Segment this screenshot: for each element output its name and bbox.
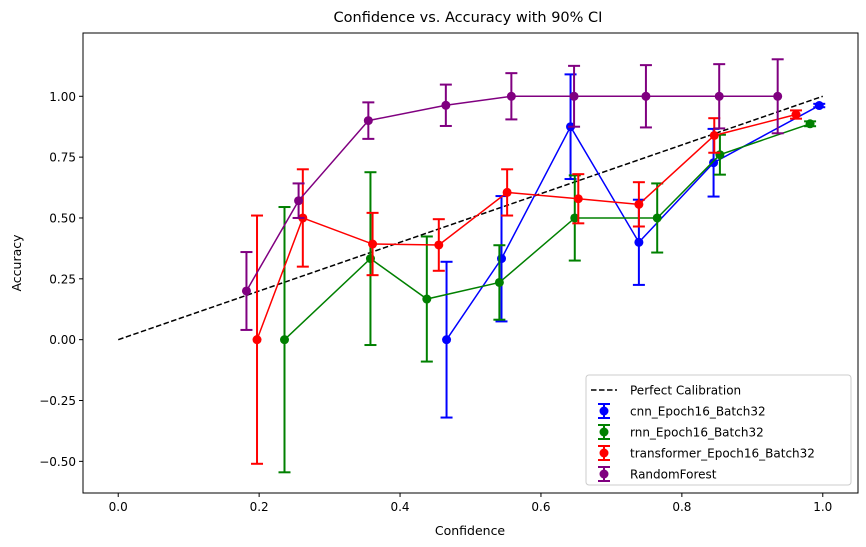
- data-point: [652, 213, 662, 223]
- y-tick-label: −0.50: [39, 455, 76, 469]
- data-point: [805, 119, 815, 129]
- data-point: [715, 150, 725, 160]
- legend-label: transformer_Epoch16_Batch32: [630, 447, 815, 461]
- data-point: [570, 213, 580, 223]
- x-tick-label: 0.8: [672, 500, 691, 514]
- data-point: [634, 237, 644, 247]
- y-tick-label: 0.50: [49, 211, 76, 225]
- legend-marker: [599, 406, 609, 416]
- data-point: [365, 254, 375, 264]
- data-point: [569, 91, 579, 101]
- data-point: [502, 187, 512, 197]
- x-tick-label: 0.0: [109, 500, 128, 514]
- x-axis-label: Confidence: [435, 523, 506, 538]
- legend-marker: [599, 469, 609, 479]
- series-4: [240, 58, 784, 331]
- data-point: [363, 116, 373, 126]
- chart-title: Confidence vs. Accuracy with 90% CI: [334, 10, 603, 26]
- data-point: [442, 335, 452, 345]
- x-axis: 0.0 0.2 0.4 0.6 0.8 1.0: [109, 493, 832, 514]
- data-point: [573, 194, 583, 204]
- data-point: [641, 91, 651, 101]
- data-point: [441, 100, 451, 110]
- series-2: [278, 119, 817, 474]
- data-point: [368, 239, 378, 249]
- legend-handle-series-1: [598, 403, 610, 419]
- series-1: [440, 73, 826, 419]
- legend: Perfect Calibration cnn_Epoch16_Batch32rn…: [585, 374, 852, 486]
- y-tick-label: 0.00: [49, 333, 76, 347]
- data-point: [814, 101, 824, 111]
- data-point: [497, 254, 506, 264]
- data-point: [709, 130, 719, 140]
- data-point: [252, 335, 262, 345]
- data-point: [422, 294, 432, 304]
- legend-marker: [599, 448, 609, 458]
- y-axis-label: Accuracy: [9, 234, 24, 292]
- y-tick-label: 0.25: [49, 272, 76, 286]
- legend-handle-series-2: [598, 424, 610, 440]
- data-point: [714, 91, 724, 101]
- legend-label: Perfect Calibration: [630, 384, 741, 398]
- plot-area: [117, 58, 826, 474]
- data-point: [506, 91, 516, 101]
- plot-frame: [82, 32, 859, 494]
- x-tick-label: 0.6: [531, 500, 550, 514]
- data-point: [791, 110, 801, 120]
- legend-handle-series-3: [598, 445, 610, 461]
- x-tick-label: 1.0: [813, 500, 832, 514]
- series-line: [445, 104, 820, 341]
- data-point: [634, 199, 644, 209]
- legend-label: RandomForest: [630, 468, 717, 482]
- data-point: [494, 277, 504, 287]
- data-point: [280, 335, 289, 345]
- data-point: [241, 286, 251, 296]
- legend-marker: [599, 427, 609, 437]
- y-tick-label: 0.75: [49, 151, 76, 165]
- y-axis: −0.50 −0.25 0.00 0.25 0.50 0.75 1.00: [39, 90, 83, 469]
- legend-handle-series-4: [598, 466, 610, 482]
- data-point: [709, 158, 719, 168]
- y-tick-label: −0.25: [39, 394, 76, 408]
- series-line: [245, 95, 778, 292]
- series-line: [283, 123, 811, 341]
- data-point: [294, 196, 304, 206]
- perfect-calibration-line: [117, 95, 824, 341]
- legend-label: rnn_Epoch16_Batch32: [630, 426, 764, 440]
- x-tick-label: 0.4: [390, 500, 409, 514]
- x-tick-label: 0.2: [250, 500, 269, 514]
- legend-box: [585, 374, 852, 486]
- legend-label: cnn_Epoch16_Batch32: [630, 405, 766, 419]
- data-point: [773, 91, 783, 101]
- y-tick-label: 1.00: [49, 90, 76, 104]
- data-point: [434, 240, 444, 250]
